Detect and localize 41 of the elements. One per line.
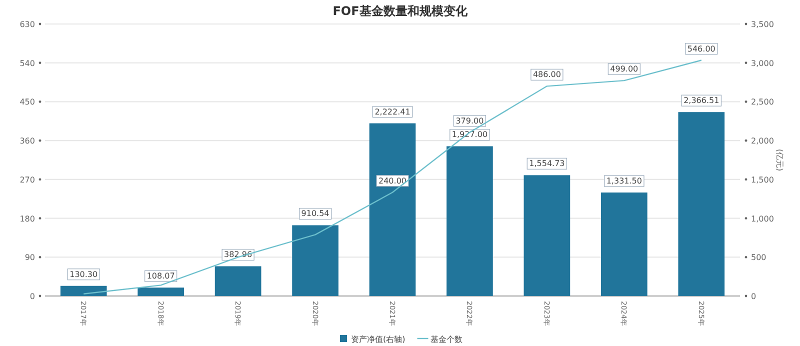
y2-tick-label: 3,500: [751, 20, 774, 29]
data-label: 130.30: [70, 270, 98, 279]
y2-tick-label: 2,500: [751, 98, 774, 107]
y2-tick-label: 2,000: [751, 136, 774, 146]
y2-tick-label: 3,000: [751, 58, 774, 68]
y-tick-label: 270: [20, 175, 35, 184]
data-label: 546.00: [687, 44, 716, 54]
legend-label: 资产净值(右轴): [351, 335, 406, 344]
y-tick-label: 450: [20, 98, 35, 107]
y-tick-label: 180: [20, 214, 35, 224]
y2-tick-label: 1,000: [751, 214, 774, 224]
y2-tick-label: 0: [751, 292, 756, 301]
data-label: 2,366.51: [684, 96, 720, 106]
y2-tick-label: 1,500: [751, 175, 774, 184]
bar: [369, 123, 416, 296]
bar: [138, 288, 184, 296]
data-label: 499.00: [610, 64, 638, 74]
data-label: 2,222.41: [374, 107, 410, 116]
y-tick-label: 90: [24, 253, 35, 262]
data-label: 1,331.50: [606, 176, 642, 186]
bar: [678, 112, 725, 296]
data-label: 1,554.73: [529, 159, 565, 168]
bar: [524, 175, 570, 296]
bar: [601, 192, 648, 296]
bar: [446, 146, 493, 296]
y-tick-label: 540: [20, 58, 35, 68]
data-label: 108.07: [146, 272, 175, 281]
y-tick-label: 0: [30, 292, 35, 301]
chart-title: FOF基金数量和规模变化: [332, 4, 468, 18]
bar: [292, 225, 338, 296]
y-tick-label: 360: [20, 136, 35, 146]
data-label: 240.00: [378, 176, 406, 186]
y-tick-label: 630: [20, 20, 35, 29]
bar: [214, 266, 262, 296]
legend-label: 基金个数: [430, 335, 462, 344]
y2-axis-title: (亿元): [775, 148, 784, 172]
data-label: 379.00: [456, 116, 484, 126]
data-label: 486.00: [532, 70, 561, 80]
bar: [60, 286, 107, 296]
y2-tick-label: 500: [751, 253, 766, 262]
data-label: 910.54: [301, 209, 330, 218]
